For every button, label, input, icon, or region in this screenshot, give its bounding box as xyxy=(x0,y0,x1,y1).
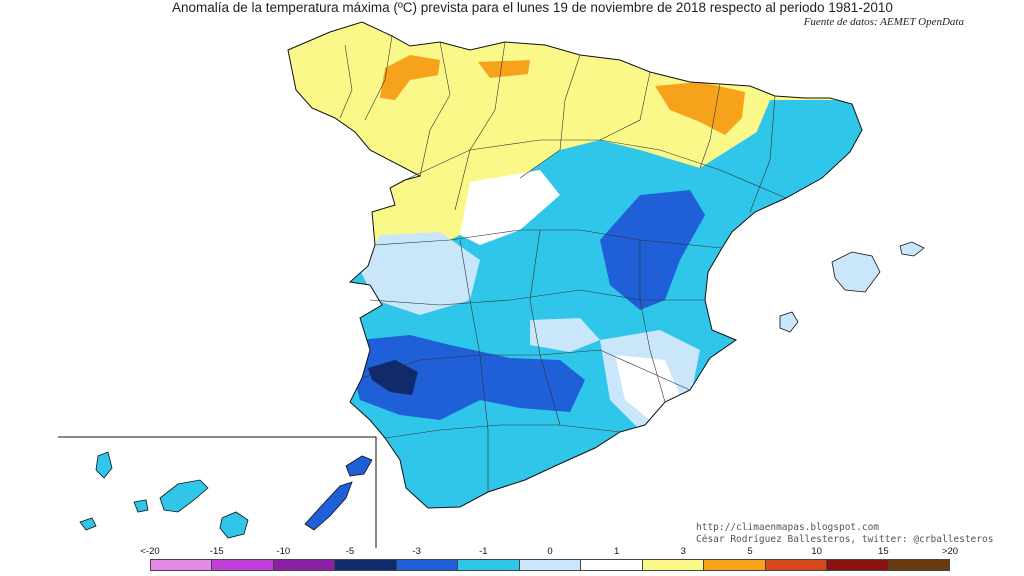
author-credit: César Rodríguez Ballesteros, twitter: @c… xyxy=(696,534,994,545)
legend-label: 3 xyxy=(680,546,686,557)
legend-swatch xyxy=(519,560,582,570)
map-title: Anomalía de la temperatura máxima (ºC) p… xyxy=(172,0,893,15)
legend-swatch xyxy=(273,560,336,570)
gran-canaria xyxy=(219,511,249,539)
legend-label: 15 xyxy=(878,546,889,557)
menorca xyxy=(899,241,925,257)
peninsula xyxy=(287,21,863,509)
legend-swatch xyxy=(458,560,520,570)
legend-label: 0 xyxy=(547,546,553,557)
legend-swatch xyxy=(212,560,274,570)
lanzarote xyxy=(345,455,373,477)
legend-swatch xyxy=(335,560,397,570)
tenerife xyxy=(159,479,209,513)
legend-swatch xyxy=(704,560,766,570)
legend-swatch xyxy=(827,560,889,570)
legend-label: <-20 xyxy=(140,546,160,557)
color-legend xyxy=(150,559,950,571)
cantabrian-warm-zone xyxy=(380,55,440,100)
legend-swatch xyxy=(765,560,828,570)
legend-label: 5 xyxy=(747,546,753,557)
la-gomera xyxy=(133,499,149,513)
province-borders xyxy=(339,35,787,492)
navarra-warm-zone xyxy=(655,82,745,135)
legend-label: -10 xyxy=(276,546,291,557)
legend-label: -1 xyxy=(479,546,488,557)
southwest-cold-zone xyxy=(368,360,418,395)
legend-swatch xyxy=(642,560,705,570)
fuerteventura xyxy=(304,481,353,531)
legend-swatch xyxy=(581,560,643,570)
balearic-islands xyxy=(779,241,925,333)
legend-label: 10 xyxy=(811,546,822,557)
la-palma xyxy=(95,451,113,479)
guadalquivir-cold-zone xyxy=(352,335,585,420)
legend-swatch xyxy=(888,560,950,570)
light-blue-zone xyxy=(460,170,560,245)
legend-label: -3 xyxy=(412,546,421,557)
legend-label: -5 xyxy=(345,546,355,557)
canary-inset xyxy=(58,436,377,548)
data-source: Fuente de datos: AEMET OpenData xyxy=(803,16,964,28)
legend-label: -15 xyxy=(209,546,224,557)
el-hierro xyxy=(79,517,97,531)
blog-credit: http://climaenmapas.blogspot.com xyxy=(696,522,880,533)
mallorca xyxy=(831,251,881,293)
legend-label: >20 xyxy=(941,546,959,557)
ibiza xyxy=(779,311,799,333)
legend-label: 1 xyxy=(614,546,620,557)
legend-swatch xyxy=(396,560,459,570)
legend-swatch xyxy=(151,560,213,570)
